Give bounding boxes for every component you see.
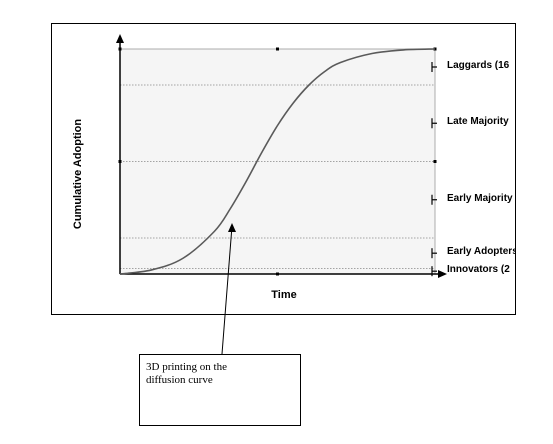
- y-axis-label: Cumulative Adoption: [72, 118, 84, 230]
- callout-text-line-1: 3D printing on the: [146, 361, 227, 373]
- y-axis-arrowhead: [116, 34, 124, 43]
- x-axis-arrowhead: [438, 270, 447, 278]
- chart-svg: [116, 34, 447, 278]
- callout-box: 3D printing on the diffusion curve: [139, 354, 301, 426]
- segment-label-2: Early Majority: [447, 192, 513, 204]
- segment-label-4: Innovators (2: [447, 264, 510, 276]
- callout-text-line-2: diffusion curve: [146, 374, 213, 386]
- border-marker-1: [276, 47, 279, 51]
- x-axis-label: Time: [271, 289, 297, 301]
- segment-label-3: Early Adopters: [447, 246, 516, 258]
- segment-label-0: Laggards (16: [447, 60, 510, 71]
- adoption-curve: [119, 48, 436, 275]
- border-marker-4: [433, 160, 437, 163]
- chart-frame: Cumulative Adoption Time Laggards (16 Lat…: [51, 23, 516, 315]
- segment-label-1: Late Majority: [447, 116, 509, 128]
